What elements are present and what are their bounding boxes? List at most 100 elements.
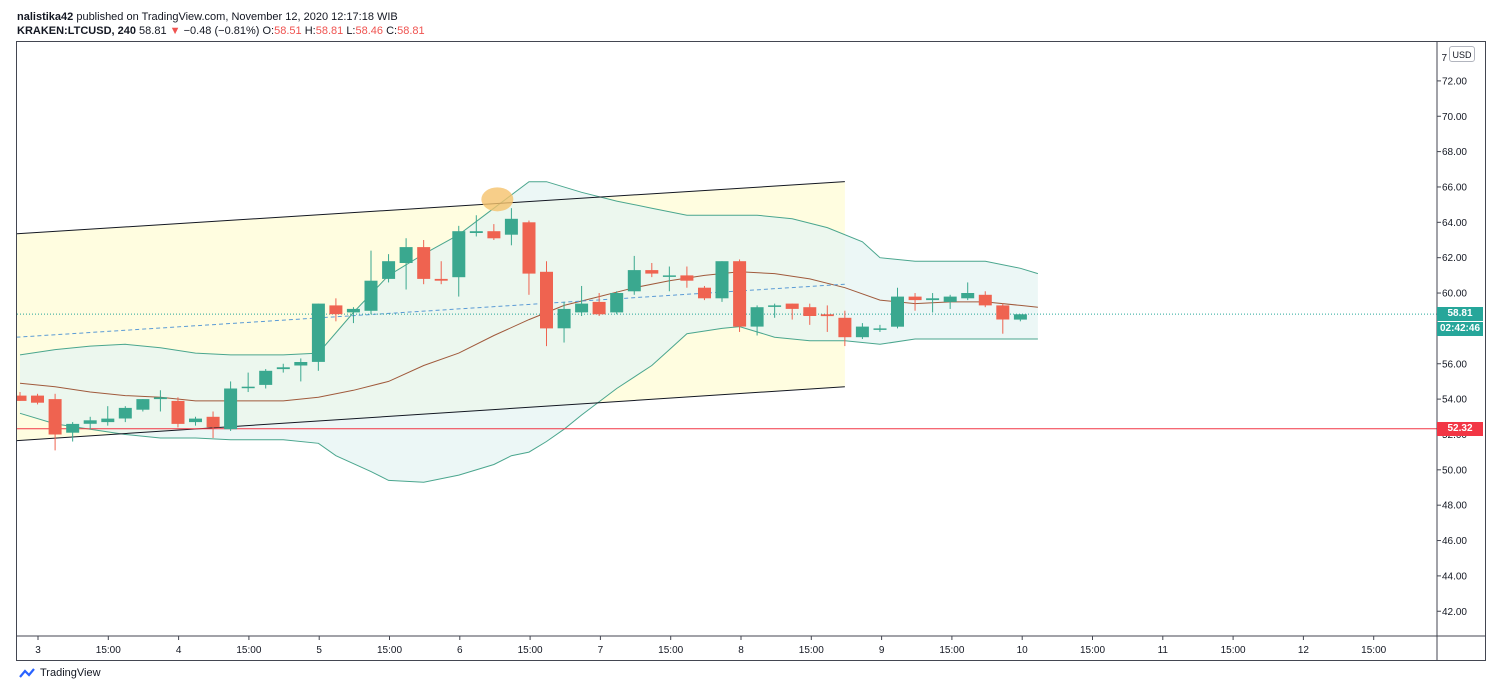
candle-body [961,293,975,299]
candle-body [803,307,817,316]
bollinger-fill [20,181,1038,483]
candle-body [1013,314,1027,320]
candle-body [259,370,273,385]
candle-body [101,418,115,423]
y-tick-label-partial: 7 [1441,53,1447,64]
candle-body [66,423,80,433]
candle-body [241,386,255,389]
highlight-marker [481,187,514,212]
price-change: −0.48 (−0.81%) [183,25,260,37]
x-tick-label: 4 [176,645,182,656]
candle-body [118,407,132,419]
x-tick-label: 10 [1017,645,1029,656]
x-tick-label: 15:00 [1221,645,1246,656]
candle-body [592,301,606,315]
x-tick-label: 12 [1298,645,1310,656]
candle-body [855,326,869,338]
x-tick-label: 5 [316,645,322,656]
bollinger-lower-band [19,326,1038,483]
y-tick-label: 46.00 [1442,536,1467,547]
candle-body [364,280,378,311]
y-tick-label: 62.00 [1442,253,1467,264]
candle-body [768,305,782,307]
candle-body [522,222,536,274]
x-tick-label: 7 [598,645,604,656]
channel-upper-line [17,181,845,235]
candle-body [17,395,27,401]
currency-button[interactable]: USD [1449,46,1475,62]
x-tick-label: 15:00 [799,645,824,656]
x-tick-label: 15:00 [1361,645,1386,656]
candle-body [820,314,834,317]
candle-body [996,305,1010,320]
author-name[interactable]: nalistika42 [17,11,74,23]
symbol-label[interactable]: KRAKEN:LTCUSD, 240 [17,25,136,37]
last-price: 58.81 [139,25,167,37]
chart-frame[interactable] [16,41,1486,661]
close-value: 58.81 [397,25,425,37]
candle-body [733,261,747,327]
y-tick-label: 50.00 [1442,465,1467,476]
x-tick-label: 6 [457,645,463,656]
publish-text: published on TradingView.com, November 1… [76,11,398,23]
candle-body [908,296,922,301]
x-tick-label: 15:00 [236,645,261,656]
candle-body [417,247,431,279]
candle-body [224,388,238,430]
candle-body [645,270,659,274]
candle-body [557,308,571,329]
open-label: O: [262,25,275,37]
y-tick-label: 72.00 [1442,76,1467,87]
y-tick-label: 64.00 [1442,218,1467,229]
high-value: 58.81 [315,25,344,37]
y-tick-label: 48.00 [1442,501,1467,512]
tradingview-logo[interactable]: TradingView [18,667,101,679]
candle-body [662,275,676,277]
candle-body [136,399,150,410]
candle-body [680,275,694,281]
y-tick-label: 70.00 [1442,112,1467,123]
candle-body [171,400,185,424]
tradingview-brand: TradingView [40,667,101,679]
candle-body [610,293,624,313]
y-tick-label: 42.00 [1442,607,1467,618]
channel-lower-line [17,386,845,442]
x-tick-label: 3 [35,645,41,656]
candle-body [276,367,290,370]
x-tick-label: 15:00 [518,645,543,656]
candle-body [891,296,904,327]
open-value: 58.51 [274,25,302,37]
x-tick-label: 15:00 [1080,645,1105,656]
low-value: 58.46 [355,25,384,37]
candle-body [469,231,483,233]
candle-body [838,317,852,338]
candle-body [311,303,325,362]
candle-body [504,218,518,235]
candle-body [540,271,553,329]
candle-body [698,287,711,299]
candle-body [48,399,62,435]
bar-countdown-tag: 02:42:46 [1437,322,1483,337]
candle-body [31,395,44,403]
candle-body [153,397,167,400]
candle-body [943,296,957,302]
close-label: C: [386,25,398,37]
y-tick-label: 56.00 [1442,359,1467,370]
candle-body [382,261,396,279]
low-label: L: [346,25,356,37]
tradingview-cloud-icon [19,668,35,678]
candle-body [206,416,220,428]
candle-body [399,247,413,263]
y-tick-label: 54.00 [1442,395,1467,406]
candle-body [750,307,764,327]
support-price-tag: 52.32 [1437,421,1483,436]
candle-body [978,294,992,306]
down-arrow-icon: ▼ [169,25,181,37]
x-tick-label: 15:00 [377,645,402,656]
candle-body [434,278,448,281]
x-tick-label: 15:00 [939,645,964,656]
candle-body [627,270,641,292]
candle-body [715,261,729,299]
candle-body [785,303,799,309]
